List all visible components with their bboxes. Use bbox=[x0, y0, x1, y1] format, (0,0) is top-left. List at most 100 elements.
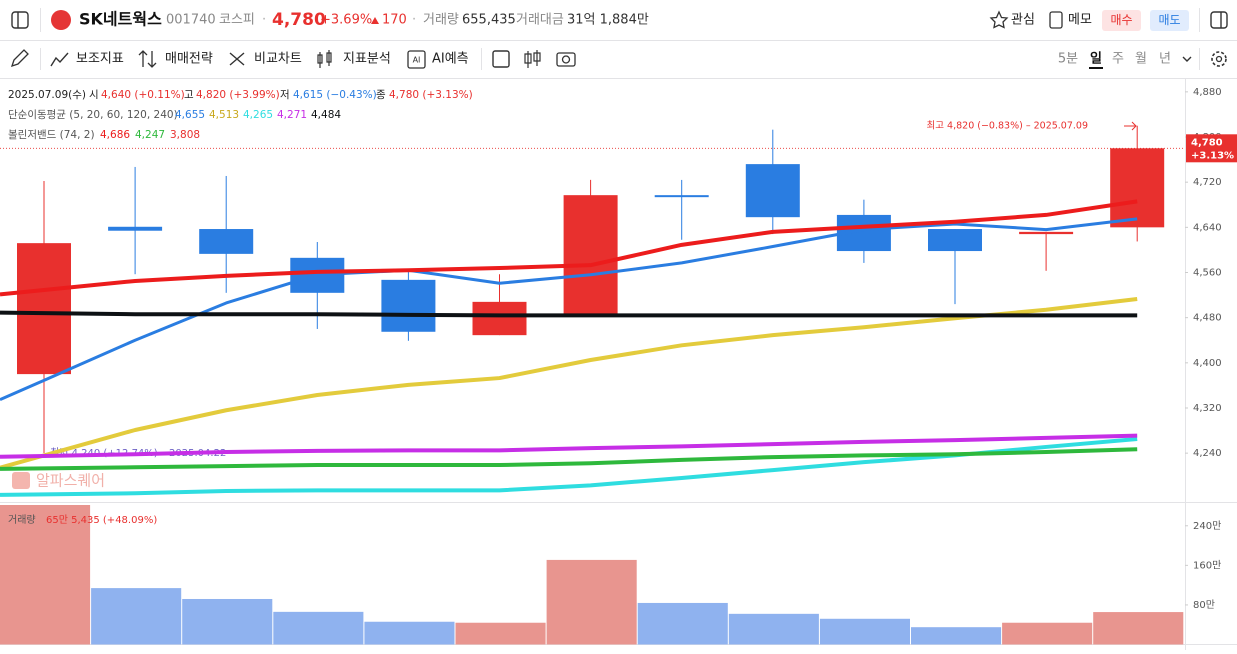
star-icon[interactable] bbox=[989, 10, 1009, 29]
ma-value: 4,484 bbox=[311, 109, 341, 121]
info-label: 종 bbox=[376, 89, 386, 101]
candle-body bbox=[108, 226, 163, 231]
tool-button[interactable]: AI예측 bbox=[432, 52, 469, 67]
y-tick-label: 4,640 bbox=[1193, 222, 1222, 233]
period-button[interactable]: 년 bbox=[1159, 52, 1171, 67]
amount: 31억 1,884만 bbox=[567, 13, 649, 28]
y-tick-label: 4,720 bbox=[1193, 177, 1222, 188]
watch-button[interactable]: 관심 bbox=[1011, 13, 1035, 28]
volume-bar bbox=[273, 611, 364, 645]
tool-button[interactable]: 매매전략 bbox=[165, 52, 213, 67]
bb-value: 4,247 bbox=[135, 129, 165, 141]
ma-value: 4,271 bbox=[277, 109, 307, 121]
buy-button[interactable] bbox=[1102, 10, 1141, 31]
volume-bar bbox=[1093, 612, 1184, 645]
tool-button[interactable]: 비교차트 bbox=[254, 52, 302, 67]
indicator-line bbox=[0, 217, 1138, 402]
separator: · bbox=[262, 13, 266, 28]
tool-button[interactable]: 지표분석 bbox=[343, 52, 391, 67]
memo-button[interactable]: 메모 bbox=[1068, 13, 1092, 28]
logo bbox=[51, 10, 71, 30]
period-button[interactable]: 일 bbox=[1090, 52, 1102, 67]
dropdown-icon[interactable] bbox=[1182, 56, 1192, 62]
volume-bar bbox=[364, 621, 455, 645]
y-tick-label: 4,400 bbox=[1193, 358, 1222, 369]
high-note: 최고 4,820 (−0.83%) – 2025.07.09 bbox=[927, 121, 1088, 132]
indicator-line bbox=[0, 199, 1138, 297]
y-tick-label: 4,240 bbox=[1193, 448, 1222, 459]
ma-label: 단순이동평균 (5, 20, 60, 120, 240) bbox=[8, 109, 178, 121]
volume-pane: 240만 160만 80만 bbox=[0, 505, 1221, 645]
settings-icon bbox=[1215, 55, 1223, 63]
y-tick-label: 4,560 bbox=[1193, 268, 1222, 279]
draw-icon[interactable] bbox=[10, 49, 29, 68]
candle-body bbox=[928, 229, 982, 252]
y-tick-label: 4,880 bbox=[1193, 87, 1222, 98]
indicator-icon[interactable] bbox=[50, 52, 69, 67]
indicator-line bbox=[0, 297, 1138, 470]
info-value: 4,615 (−0.43%) bbox=[293, 89, 377, 101]
volume-bar bbox=[728, 613, 819, 645]
volume-legend-value: 65만 5,435 (+48.09%) bbox=[46, 514, 157, 526]
camera-icon[interactable] bbox=[556, 52, 576, 67]
settings-icon[interactable] bbox=[1211, 51, 1227, 67]
candle-body bbox=[1110, 148, 1165, 228]
compare-icon[interactable] bbox=[229, 52, 245, 66]
candle-icon[interactable] bbox=[524, 50, 541, 68]
volume-label: 거래량 bbox=[423, 13, 459, 28]
info-value: 4,820 (+3.99%) bbox=[196, 89, 280, 101]
period-button[interactable]: 월 bbox=[1135, 52, 1147, 67]
high-arrow bbox=[1124, 121, 1137, 131]
y-tick-label: 160만 bbox=[1193, 559, 1221, 571]
info-value: 4,640 (+0.11%) bbox=[101, 89, 185, 101]
volume-bar bbox=[637, 602, 728, 645]
volume-bar bbox=[819, 618, 910, 645]
info-value: 4,780 (+3.13%) bbox=[389, 89, 473, 101]
period-button[interactable]: 주 bbox=[1112, 52, 1124, 67]
indicator-line bbox=[0, 437, 1138, 497]
volume-bar bbox=[1002, 622, 1093, 645]
indicator-line bbox=[0, 310, 1138, 318]
volume-bar bbox=[182, 598, 273, 645]
indicator-line bbox=[0, 433, 1138, 459]
sell-label[interactable]: 매도 bbox=[1158, 13, 1180, 27]
indicator-line bbox=[0, 447, 1138, 471]
y-tick-label: 80만 bbox=[1193, 599, 1215, 611]
strategy-icon[interactable] bbox=[138, 50, 157, 68]
square-icon[interactable] bbox=[492, 50, 510, 68]
memo-icon[interactable] bbox=[1049, 11, 1063, 29]
watermark-icon bbox=[12, 472, 30, 489]
candle-body bbox=[381, 279, 436, 332]
panel-icon[interactable] bbox=[1210, 11, 1228, 29]
candle-body bbox=[17, 243, 71, 375]
volume-bar bbox=[91, 588, 182, 645]
ma-value: 4,513 bbox=[209, 109, 239, 121]
change: 170 bbox=[382, 13, 407, 28]
period-button[interactable]: 5분 bbox=[1058, 52, 1078, 67]
tool-button[interactable]: 보조지표 bbox=[76, 52, 124, 67]
volume-legend-label: 거래량 bbox=[8, 514, 36, 526]
ai-icon[interactable] bbox=[407, 50, 426, 69]
y-tick-label: 240만 bbox=[1193, 520, 1221, 532]
info-label: 시 bbox=[89, 89, 99, 101]
info-label: 저 bbox=[280, 89, 290, 101]
ai-icon-text: AI bbox=[413, 56, 421, 65]
buy-label[interactable]: 매수 bbox=[1110, 13, 1132, 27]
bb-label: 볼린저밴드 (74, 2) bbox=[8, 129, 95, 141]
sell-button[interactable] bbox=[1150, 10, 1189, 31]
ma-value: 4,655 bbox=[175, 109, 205, 121]
price-tag-pct: +3.13% bbox=[1191, 150, 1234, 161]
candle-body bbox=[199, 229, 254, 254]
separator: · bbox=[412, 13, 416, 28]
ma-value: 4,265 bbox=[243, 109, 273, 121]
sidebar-icon[interactable] bbox=[11, 11, 29, 29]
bb-value: 4,686 bbox=[100, 129, 130, 141]
y-tick-label: 4,320 bbox=[1193, 403, 1222, 414]
volume-bar bbox=[0, 505, 91, 645]
camera-icon bbox=[561, 55, 571, 64]
analysis-icon[interactable] bbox=[317, 50, 332, 68]
volume: 655,435 bbox=[462, 13, 516, 28]
price: 4,780 bbox=[272, 10, 326, 30]
